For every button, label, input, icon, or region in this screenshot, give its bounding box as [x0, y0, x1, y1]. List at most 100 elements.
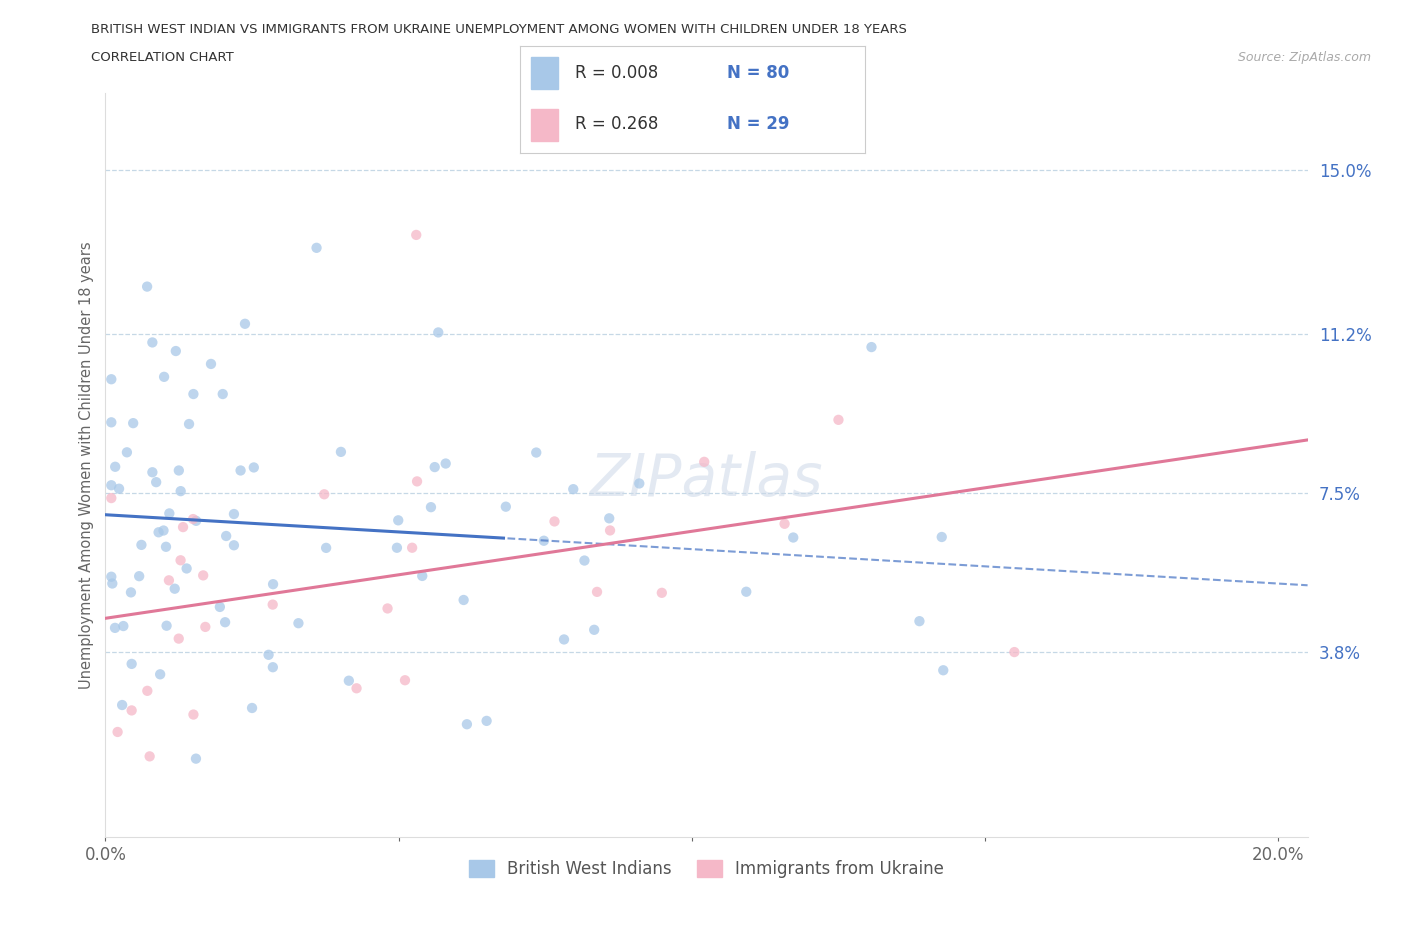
Point	[214, 615, 236, 630]
Point	[1002, 644, 1025, 659]
Point	[262, 577, 284, 591]
Legend: British West Indians, Immigrants from Ukraine: British West Indians, Immigrants from Uk…	[463, 853, 950, 884]
Point	[533, 533, 555, 548]
Bar	[530, 58, 558, 89]
Point	[128, 569, 150, 584]
Point	[287, 616, 309, 631]
Point	[215, 528, 238, 543]
Point	[240, 700, 263, 715]
Point	[169, 552, 191, 567]
Point	[136, 279, 159, 294]
Point	[931, 529, 953, 544]
Point	[115, 445, 138, 459]
Point	[385, 540, 408, 555]
Point	[693, 455, 716, 470]
Point	[394, 672, 416, 687]
Point	[453, 592, 475, 607]
Point	[120, 585, 142, 600]
Point	[121, 703, 143, 718]
Point	[827, 412, 849, 427]
Point	[101, 576, 124, 591]
Point	[170, 484, 193, 498]
Point	[184, 513, 207, 528]
Point	[157, 506, 180, 521]
Point	[524, 445, 547, 460]
Point	[141, 465, 163, 480]
Point	[401, 540, 423, 555]
Point	[100, 478, 122, 493]
Point	[155, 618, 177, 633]
Point	[735, 584, 758, 599]
Point	[152, 523, 174, 538]
Point	[434, 456, 457, 471]
Point	[193, 568, 215, 583]
Point	[163, 581, 186, 596]
Point	[423, 459, 446, 474]
Point	[107, 724, 129, 739]
Point	[243, 460, 266, 475]
Point	[200, 356, 222, 371]
Point	[427, 325, 450, 339]
Text: N = 80: N = 80	[727, 63, 789, 82]
Point	[773, 516, 796, 531]
Point	[172, 520, 194, 535]
Point	[167, 631, 190, 646]
Point	[100, 415, 122, 430]
Text: R = 0.008: R = 0.008	[575, 63, 658, 82]
Point	[377, 601, 399, 616]
Point	[167, 463, 190, 478]
Point	[183, 707, 205, 722]
Point	[406, 474, 429, 489]
Point	[583, 622, 606, 637]
Point	[599, 523, 621, 538]
Point	[628, 476, 651, 491]
Point	[153, 369, 176, 384]
Point	[181, 512, 204, 526]
Point	[651, 585, 673, 600]
Point	[104, 620, 127, 635]
Point	[305, 240, 328, 255]
Point	[145, 474, 167, 489]
Point	[411, 568, 433, 583]
Text: R = 0.268: R = 0.268	[575, 115, 658, 133]
Point	[346, 681, 368, 696]
Point	[112, 618, 135, 633]
Point	[121, 657, 143, 671]
Point	[157, 573, 180, 588]
Point	[122, 416, 145, 431]
Point	[183, 387, 205, 402]
Point	[184, 751, 207, 766]
Point	[314, 486, 336, 501]
Text: N = 29: N = 29	[727, 115, 789, 133]
Text: BRITISH WEST INDIAN VS IMMIGRANTS FROM UKRAINE UNEMPLOYMENT AMONG WOMEN WITH CHI: BRITISH WEST INDIAN VS IMMIGRANTS FROM U…	[91, 23, 907, 36]
Point	[233, 316, 256, 331]
Point	[495, 499, 517, 514]
Point	[574, 553, 596, 568]
Point	[208, 600, 231, 615]
Point	[456, 717, 478, 732]
Point	[100, 491, 122, 506]
Point	[177, 417, 200, 432]
Point	[387, 512, 409, 527]
Text: CORRELATION CHART: CORRELATION CHART	[91, 51, 235, 64]
Point	[420, 499, 443, 514]
Point	[222, 538, 245, 552]
Point	[136, 684, 159, 698]
Bar	[530, 109, 558, 140]
Point	[908, 614, 931, 629]
Point	[131, 538, 153, 552]
Point	[165, 343, 187, 358]
Point	[932, 663, 955, 678]
Point	[104, 459, 127, 474]
Point	[100, 372, 122, 387]
Y-axis label: Unemployment Among Women with Children Under 18 years: Unemployment Among Women with Children U…	[79, 241, 94, 689]
Text: ZIPatlas: ZIPatlas	[589, 451, 824, 509]
Point	[176, 561, 198, 576]
Point	[553, 632, 575, 647]
Point	[141, 335, 163, 350]
Point	[543, 514, 565, 529]
Point	[257, 647, 280, 662]
Point	[337, 673, 360, 688]
Point	[782, 530, 804, 545]
Point	[138, 749, 160, 764]
